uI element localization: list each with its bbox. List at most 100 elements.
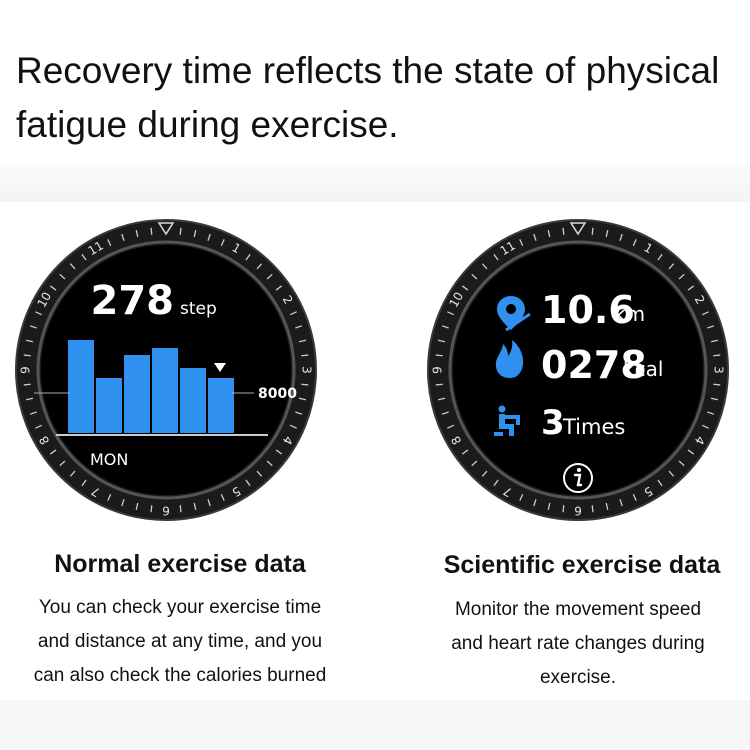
- distance-unit: km: [614, 302, 645, 326]
- steps-unit: step: [180, 299, 217, 319]
- headline: Recovery time reflects the state of phys…: [16, 50, 720, 145]
- calorie-value: 0278: [541, 343, 647, 387]
- bezel-tick: [447, 311, 455, 316]
- bezel-tick: [668, 470, 675, 477]
- bezel-tick: [710, 397, 719, 401]
- bezel-tick: [668, 263, 675, 270]
- step-bars: [68, 340, 234, 433]
- bezel-tick: [441, 411, 449, 415]
- bezel-tick: [481, 470, 488, 477]
- bezel-tick: [447, 424, 455, 429]
- bezel-tick: [657, 253, 663, 261]
- bezel-tick: [437, 397, 446, 401]
- bezel-tick: [245, 253, 251, 261]
- bezel-tick: [713, 354, 721, 357]
- step-bar: [96, 378, 122, 433]
- watch-normal-exercise: 11 1 2 3 4 5 6 7 8 9 10 278 step 8000 MON: [6, 210, 326, 530]
- right-panel-desc-line: exercise.: [539, 667, 617, 688]
- bezel-tick: [23, 383, 31, 386]
- bezel-tick: [107, 493, 112, 501]
- bezel-tick: [632, 239, 637, 247]
- bezel-tick: [29, 325, 37, 329]
- bezel-tick: [437, 339, 446, 343]
- bezel-tick: [49, 285, 57, 291]
- bezel-tick: [562, 227, 565, 235]
- bezel-tick: [605, 502, 609, 511]
- bezel-tick: [687, 285, 695, 291]
- step-bar: [68, 340, 94, 433]
- bezel-number: 10: [34, 290, 54, 310]
- bezel-tick: [59, 460, 66, 467]
- bezel-tick: [150, 227, 153, 235]
- bezel-tick: [275, 285, 283, 291]
- bezel-tick: [533, 233, 537, 241]
- day-label: MON: [90, 450, 128, 469]
- bezel-tick: [23, 354, 31, 357]
- bezel-tick: [435, 354, 443, 357]
- bezel-tick: [678, 273, 685, 280]
- bezel-tick: [29, 411, 37, 415]
- bezel-tick: [179, 505, 182, 513]
- bezel-tick: [493, 253, 499, 261]
- right-panel-desc-line: Monitor the movement speed: [454, 599, 702, 620]
- goal-label: 8000: [258, 386, 297, 402]
- location-pin-icon: [497, 296, 531, 332]
- left-panel-title: Normal exercise data: [54, 550, 306, 578]
- right-panel-desc-line: and heart rate changes during: [451, 633, 705, 654]
- distance-value: 10.6: [541, 288, 635, 332]
- bezel-tick: [107, 239, 112, 247]
- calorie-unit: kcal: [623, 357, 663, 381]
- watch-scientific-exercise: 11 1 2 3 4 5 6 7 8 9 10 10.6 km 0278 kcal 3 Times: [418, 210, 738, 530]
- bezel-tick: [461, 449, 469, 455]
- bezel-tick: [25, 397, 34, 401]
- bezel-tick: [289, 424, 297, 429]
- bezel-tick: [701, 311, 709, 316]
- bezel-inner-rim: [36, 240, 296, 500]
- bezel-tick: [657, 479, 663, 487]
- bezel-tick: [562, 505, 565, 513]
- step-bar: [208, 378, 234, 433]
- bezel-tick: [701, 424, 709, 429]
- info-icon[interactable]: [563, 463, 593, 493]
- bezel-tick: [35, 311, 43, 316]
- left-panel-desc-line: can also check the calories burned: [33, 665, 327, 686]
- bezel-number: 10: [446, 290, 466, 310]
- bezel-inner-rim: [448, 240, 708, 500]
- bezel-tick: [193, 229, 197, 238]
- bezel-tick: [256, 263, 263, 270]
- bezel-number: 9: [19, 366, 33, 374]
- right-panel-title: Scientific exercise data: [443, 551, 721, 579]
- bezel-tick: [289, 311, 297, 316]
- bezel-tick: [519, 493, 524, 501]
- bezel-tick: [266, 460, 273, 467]
- bezel-tick: [59, 273, 66, 280]
- bezel-tick: [25, 339, 34, 343]
- bezel-tick: [713, 383, 721, 386]
- bottom-band: [0, 700, 750, 750]
- bezel-number: 11: [86, 238, 106, 258]
- bezel-tick: [687, 449, 695, 455]
- bezel-triangle-icon: [569, 222, 587, 236]
- steps-value: 278: [91, 278, 175, 324]
- bezel-tick: [69, 263, 76, 270]
- step-bar: [124, 355, 150, 433]
- left-panel-desc-line: You can check your exercise time: [38, 597, 322, 618]
- bezel-number: 3: [300, 366, 314, 374]
- bezel-tick: [35, 424, 43, 429]
- bezel-tick: [519, 239, 524, 247]
- bezel-tick: [619, 499, 623, 507]
- bezel-tick: [533, 499, 537, 507]
- bezel-number: 3: [712, 366, 726, 374]
- bezel-tick: [256, 470, 263, 477]
- bezel-tick: [591, 227, 594, 235]
- exercise-unit: Times: [562, 415, 625, 439]
- bezel-tick: [121, 233, 125, 241]
- bezel-tick: [471, 273, 478, 280]
- bezel-triangle-icon: [157, 222, 175, 236]
- bezel-number: 11: [498, 238, 518, 258]
- bezel-tick: [295, 325, 303, 329]
- seated-person-icon: [494, 405, 520, 436]
- step-bar: [180, 368, 206, 433]
